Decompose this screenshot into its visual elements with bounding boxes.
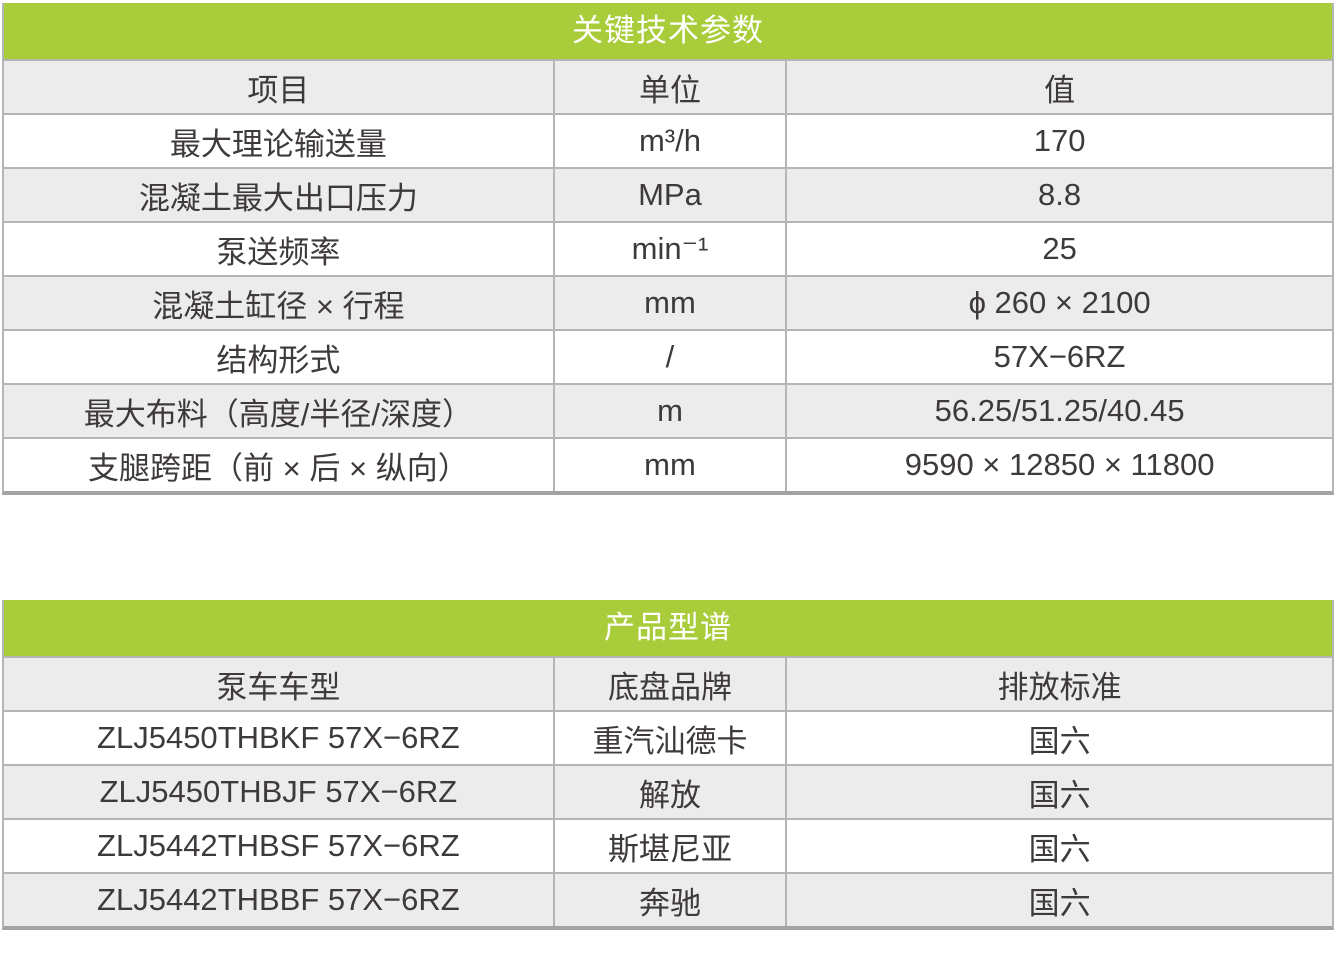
model-table: 泵车车型 底盘品牌 排放标准 ZLJ5450THBKF 57X−6RZ 重汽汕德卡…	[4, 656, 1332, 926]
table-cell: 最大布料（高度/半径/深度）	[4, 383, 555, 439]
table-cell: 25	[785, 221, 1332, 277]
table-cell: m	[552, 383, 788, 439]
table-cell: ZLJ5450THBKF 57X−6RZ	[4, 710, 555, 766]
table-cell: ϕ 260 × 2100	[785, 275, 1332, 331]
table-row: 最大理论输送量 m³/h 170	[4, 113, 1332, 169]
table-cell: 9590 × 12850 × 11800	[785, 437, 1332, 491]
spec-table-body: 最大理论输送量 m³/h 170 混凝土最大出口压力 MPa 8.8 泵送频率 min⁻¹ 25…	[4, 113, 1332, 491]
table-cell: 56.25/51.25/40.45	[785, 383, 1332, 439]
table-cell: 170	[785, 113, 1332, 169]
table-row: 支腿跨距（前 × 后 × 纵向） mm 9590 × 12850 × 11800	[4, 437, 1332, 491]
table-cell: ZLJ5442THBBF 57X−6RZ	[4, 872, 555, 926]
spec-table-section: 关键技术参数 项目 单位 值 最大理论输送量 m³/h 170 混凝土最大出口压力 MP…	[2, 3, 1334, 495]
model-table-section: 产品型谱 泵车车型 底盘品牌 排放标准 ZLJ5450THBKF 57X−6RZ…	[2, 600, 1334, 930]
table-cell: 斯堪尼亚	[552, 818, 788, 874]
table-cell: ZLJ5442THBSF 57X−6RZ	[4, 818, 555, 874]
spec-table: 项目 单位 值 最大理论输送量 m³/h 170 混凝土最大出口压力 MPa 8.8 泵送频…	[4, 59, 1332, 491]
header-row: 项目 单位 值	[4, 59, 1332, 115]
table-cell: min⁻¹	[552, 221, 788, 277]
table-row: 泵送频率 min⁻¹ 25	[4, 221, 1332, 277]
table-row: 混凝土缸径 × 行程 mm ϕ 260 × 2100	[4, 275, 1332, 331]
table-cell: 奔驰	[552, 872, 788, 926]
table-cell: 结构形式	[4, 329, 555, 385]
model-table-body: ZLJ5450THBKF 57X−6RZ 重汽汕德卡 国六 ZLJ5450THBJF …	[4, 710, 1332, 926]
table-cell: 国六	[785, 818, 1332, 874]
spec-table-title: 关键技术参数	[4, 3, 1332, 59]
table-cell: 混凝土缸径 × 行程	[4, 275, 555, 331]
header-row: 泵车车型 底盘品牌 排放标准	[4, 656, 1332, 712]
spec-table-header: 项目 单位 值	[4, 59, 1332, 115]
column-header-truck-model: 泵车车型	[4, 656, 555, 712]
table-row: 最大布料（高度/半径/深度） m 56.25/51.25/40.45	[4, 383, 1332, 439]
table-cell: MPa	[552, 167, 788, 223]
column-header-item: 项目	[4, 59, 555, 115]
table-cell: mm	[552, 437, 788, 491]
table-row: ZLJ5442THBBF 57X−6RZ 奔驰 国六	[4, 872, 1332, 926]
model-table-header: 泵车车型 底盘品牌 排放标准	[4, 656, 1332, 712]
table-cell: 重汽汕德卡	[552, 710, 788, 766]
table-row: ZLJ5450THBKF 57X−6RZ 重汽汕德卡 国六	[4, 710, 1332, 766]
table-row: 混凝土最大出口压力 MPa 8.8	[4, 167, 1332, 223]
table-cell: m³/h	[552, 113, 788, 169]
table-cell: 8.8	[785, 167, 1332, 223]
table-cell: 国六	[785, 710, 1332, 766]
table-row: 结构形式/57X−6RZ	[4, 329, 1332, 385]
table-cell: 国六	[785, 764, 1332, 820]
table-cell: 解放	[552, 764, 788, 820]
table-cell: 最大理论输送量	[4, 113, 555, 169]
table-cell: mm	[552, 275, 788, 331]
model-table-title: 产品型谱	[4, 600, 1332, 656]
table-cell: 支腿跨距（前 × 后 × 纵向）	[4, 437, 555, 491]
column-header-chassis-brand: 底盘品牌	[552, 656, 788, 712]
column-header-emission-standard: 排放标准	[785, 656, 1332, 712]
column-header-value: 值	[785, 59, 1332, 115]
table-cell: 泵送频率	[4, 221, 555, 277]
table-cell: /	[552, 329, 788, 385]
column-header-unit: 单位	[552, 59, 788, 115]
table-row: ZLJ5450THBJF 57X−6RZ 解放 国六	[4, 764, 1332, 820]
table-cell: 国六	[785, 872, 1332, 926]
table-cell: 混凝土最大出口压力	[4, 167, 555, 223]
table-row: ZLJ5442THBSF 57X−6RZ 斯堪尼亚 国六	[4, 818, 1332, 874]
table-cell: 57X−6RZ	[785, 329, 1332, 385]
table-cell: ZLJ5450THBJF 57X−6RZ	[4, 764, 555, 820]
